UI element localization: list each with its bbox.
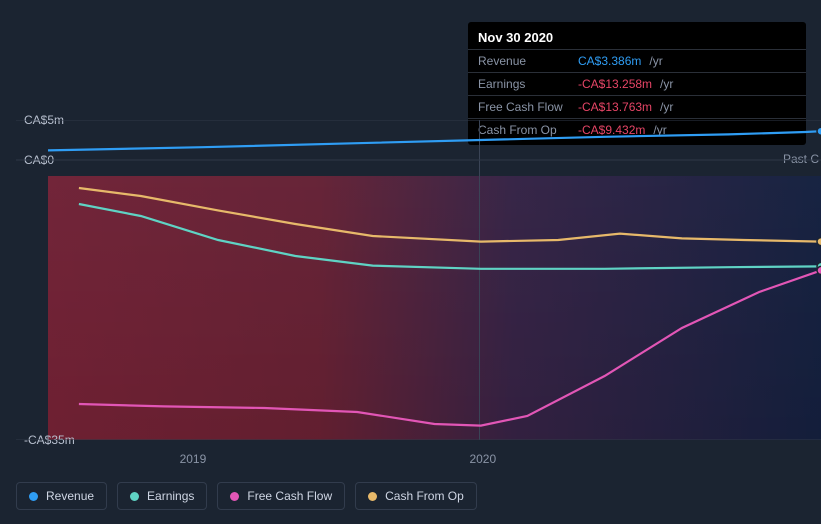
series-end-marker-cfo: [817, 238, 821, 246]
legend-dot-icon: [130, 492, 139, 501]
legend-dot-icon: [230, 492, 239, 501]
x-axis-label: 2020: [469, 452, 496, 466]
legend-item-label: Free Cash Flow: [247, 489, 332, 503]
tooltip-row-value: -CA$13.763m: [578, 100, 652, 114]
legend-dot-icon: [368, 492, 377, 501]
tooltip-row-label: Free Cash Flow: [478, 100, 570, 114]
legend-item-fcf[interactable]: Free Cash Flow: [217, 482, 345, 510]
financials-chart[interactable]: Past C CA$5mCA$0-CA$35m20192020: [16, 120, 821, 440]
series-end-marker-revenue: [817, 127, 821, 135]
series-line-earnings: [79, 204, 821, 269]
tooltip-row-label: Revenue: [478, 54, 570, 68]
legend-dot-icon: [29, 492, 38, 501]
series-line-fcf: [79, 270, 821, 425]
tooltip-row-value: -CA$13.258m: [578, 77, 652, 91]
series-end-marker-fcf: [817, 266, 821, 274]
series-line-revenue: [48, 131, 821, 150]
legend-item-cfo[interactable]: Cash From Op: [355, 482, 477, 510]
legend-item-label: Cash From Op: [385, 489, 464, 503]
tooltip-row-unit: /yr: [649, 54, 662, 68]
chart-legend: Revenue Earnings Free Cash Flow Cash From O…: [16, 482, 477, 510]
tooltip-row-value: CA$3.386m: [578, 54, 641, 68]
series-line-cfo: [79, 188, 821, 242]
tooltip-row-unit: /yr: [660, 100, 673, 114]
legend-item-label: Revenue: [46, 489, 94, 503]
tooltip-row: Free Cash Flow -CA$13.763m/yr: [468, 95, 806, 118]
tooltip-row: Revenue CA$3.386m/yr: [468, 49, 806, 72]
tooltip-date: Nov 30 2020: [468, 26, 806, 49]
tooltip-row: Earnings -CA$13.258m/yr: [468, 72, 806, 95]
tooltip-row-label: Earnings: [478, 77, 570, 91]
legend-item-earnings[interactable]: Earnings: [117, 482, 207, 510]
x-axis-label: 2019: [180, 452, 207, 466]
legend-item-label: Earnings: [147, 489, 194, 503]
tooltip-row-unit: /yr: [660, 77, 673, 91]
chart-plot-svg: [16, 120, 821, 440]
legend-item-revenue[interactable]: Revenue: [16, 482, 107, 510]
